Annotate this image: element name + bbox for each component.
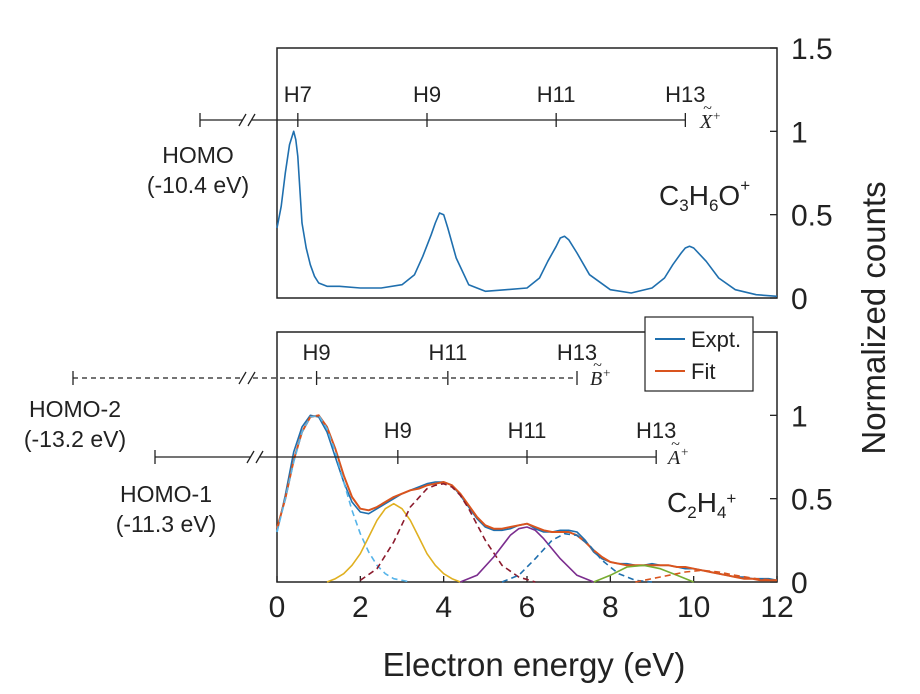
y-tick-label: 1	[791, 116, 808, 149]
molecule-part: 2	[687, 503, 696, 522]
harmonic-label: H11	[537, 82, 576, 107]
state-glyph: B	[590, 368, 602, 390]
component-curve-4	[359, 482, 536, 583]
state-superscript: +	[680, 444, 689, 459]
harmonic-label: H9	[413, 82, 441, 107]
harmonic-label: H9	[384, 418, 412, 443]
axis-break-mark	[238, 113, 247, 127]
axis-break-mark	[246, 450, 255, 464]
state-glyph: X	[699, 111, 713, 133]
harmonic-label: H11	[428, 340, 467, 365]
orbital-label: HOMO-1	[120, 481, 212, 507]
molecule-part: 4	[717, 503, 726, 522]
harmonic-label: H9	[303, 340, 331, 365]
axis-break-mark	[255, 450, 264, 464]
component-curve-3	[326, 502, 461, 583]
state-superscript: +	[602, 365, 611, 380]
state-glyph: A	[666, 447, 681, 469]
x-tick-label: 0	[269, 591, 286, 624]
plot-frame	[276, 47, 778, 299]
component-curve-6	[501, 532, 653, 583]
molecule-part: C	[667, 487, 687, 518]
x-tick-label: 12	[760, 591, 793, 624]
y-tick-label: 1.5	[791, 33, 833, 66]
legend-box	[644, 316, 754, 392]
molecule-label: C3H6O+	[659, 176, 750, 215]
harmonic-label: H11	[508, 418, 547, 443]
orbital-label: HOMO-2	[29, 396, 121, 422]
x-tick-label: 2	[352, 591, 369, 624]
tilde-mark: ~	[593, 357, 602, 374]
y-tick-label: 0	[791, 283, 808, 316]
tilde-mark: ~	[671, 436, 680, 453]
axis-break-gap	[243, 112, 252, 128]
y-tick-label: 0.5	[791, 200, 833, 233]
molecule-part: H	[689, 180, 709, 211]
axis-break-mark	[238, 371, 247, 385]
harmonic-label: H13	[557, 340, 597, 365]
y-tick-label: 1	[791, 400, 808, 433]
legend-label: Fit	[691, 359, 715, 384]
legend-label: Expt.	[691, 327, 741, 352]
state-label: X+	[699, 108, 721, 133]
x-tick-label: 8	[602, 591, 619, 624]
molecule-part: 6	[709, 196, 718, 215]
harmonic-label: H13	[665, 82, 705, 107]
axis-break-mark	[247, 371, 256, 385]
y-tick-label: 0	[791, 567, 808, 600]
orbital-label: HOMO	[162, 142, 234, 168]
molecule-part: H	[697, 487, 717, 518]
x-tick-label: 6	[519, 591, 536, 624]
molecule-part: +	[740, 176, 750, 195]
state-superscript: +	[712, 108, 721, 123]
x-tick-label: 4	[435, 591, 452, 624]
orbital-energy: (-11.3 eV)	[116, 511, 217, 537]
x-axis-label: Electron energy (eV)	[383, 646, 686, 683]
harmonic-label: H13	[636, 418, 676, 443]
molecule-part: +	[726, 489, 736, 508]
state-label: A+	[666, 444, 689, 469]
orbital-energy: (-10.4 eV)	[147, 172, 249, 198]
component-curve-0	[276, 130, 778, 298]
state-label: B+	[590, 365, 611, 390]
axis-break-mark	[247, 113, 256, 127]
component-curve-7	[593, 564, 694, 583]
molecule-part: O	[718, 180, 740, 211]
orbital-energy: (-13.2 eV)	[24, 426, 126, 452]
harmonic-label: H7	[284, 82, 312, 107]
component-curve-5	[460, 526, 594, 583]
series-fit	[276, 414, 777, 582]
y-tick-label: 0.5	[791, 484, 833, 517]
molecule-label: C2H4+	[667, 487, 736, 522]
x-tick-label: 10	[677, 591, 710, 624]
axis-break-gap	[251, 449, 260, 465]
molecule-part: 3	[679, 196, 688, 215]
axis-break-gap	[243, 370, 252, 386]
molecule-part: C	[659, 180, 679, 211]
tilde-mark: ~	[703, 100, 712, 117]
y-axis-label: Normalized counts	[855, 181, 892, 454]
component-curve-2	[276, 414, 411, 583]
